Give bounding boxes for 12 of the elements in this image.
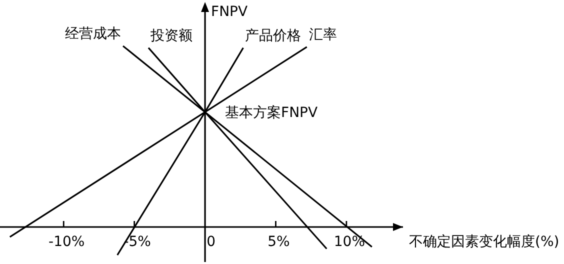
x-tick-label: 5% (268, 234, 290, 250)
series-label: 经营成本 (65, 26, 122, 42)
legend-label: 投资额 (149, 28, 192, 44)
y-axis-title: FNPV (211, 4, 248, 20)
x-axis-title: 不确定因素变化幅度(%) (409, 234, 560, 250)
x-tick-label: -10% (48, 234, 85, 250)
series-label: 产品价格 (245, 28, 302, 44)
x-tick-label: 10% (334, 234, 365, 250)
x-tick-label: 0 (206, 234, 216, 250)
annotation: 基本方案FNPV (225, 104, 318, 122)
series-label: 汇率 (308, 26, 337, 43)
x-tick-label: -5% (124, 234, 151, 250)
